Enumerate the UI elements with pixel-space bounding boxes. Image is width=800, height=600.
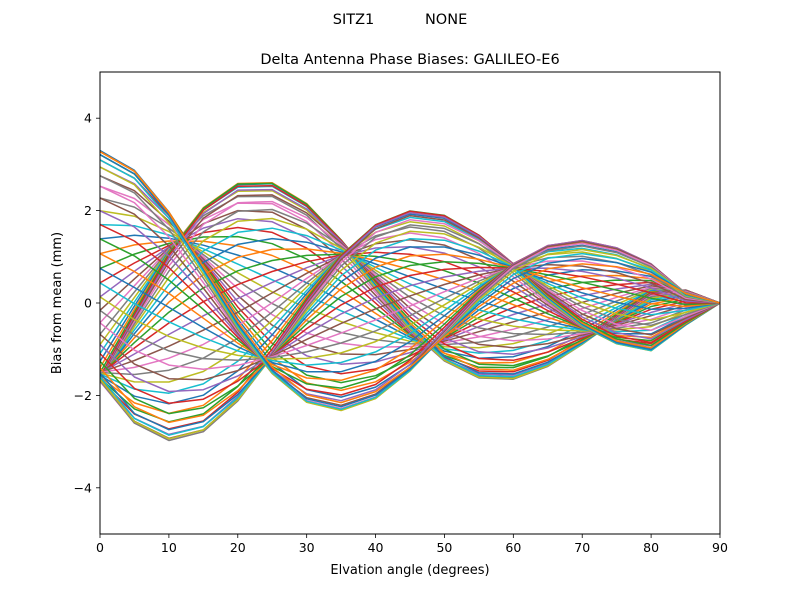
series-line <box>100 159 720 411</box>
series-line <box>100 267 720 393</box>
x-tick-label: 10 <box>161 540 177 555</box>
y-axis: −4 −2 0 2 4 <box>74 111 100 495</box>
x-tick-label: 70 <box>574 540 590 555</box>
series-line <box>100 217 720 382</box>
series-line <box>100 230 720 440</box>
x-tick-label: 50 <box>436 540 452 555</box>
series-line <box>100 185 720 348</box>
series-line <box>100 194 720 382</box>
series-line <box>100 253 720 424</box>
series-line <box>100 224 720 442</box>
x-tick-label: 30 <box>299 540 315 555</box>
series-line <box>100 260 720 415</box>
y-tick-label: −4 <box>74 480 92 495</box>
series-line <box>100 223 720 354</box>
series-line <box>100 237 720 379</box>
series-line <box>100 210 720 402</box>
series-line <box>100 246 720 431</box>
series-line <box>100 213 720 405</box>
x-tick-label: 20 <box>230 540 246 555</box>
series-line <box>100 150 720 404</box>
series-line <box>100 184 720 377</box>
series-lines <box>100 149 720 442</box>
series-line <box>100 216 720 394</box>
x-tick-label: 60 <box>505 540 521 555</box>
y-tick-label: 2 <box>84 203 92 218</box>
series-line <box>100 166 720 365</box>
y-axis-label: Bias from mean (mm) <box>50 232 65 374</box>
x-tick-label: 80 <box>643 540 659 555</box>
y-tick-label: 4 <box>84 111 92 126</box>
series-line <box>100 237 720 436</box>
y-tick-label: −2 <box>74 388 92 403</box>
x-tick-label: 0 <box>96 540 104 555</box>
x-tick-label: 90 <box>712 540 728 555</box>
y-tick-label: 0 <box>84 296 92 311</box>
x-tick-label: 40 <box>368 540 384 555</box>
figure-suptitle: SITZ1 NONE <box>333 12 467 28</box>
series-line <box>100 200 720 382</box>
series-line <box>100 266 720 404</box>
series-line <box>100 197 720 346</box>
x-axis: 0 10 20 30 40 50 60 70 80 90 <box>96 534 728 555</box>
series-line <box>100 234 720 359</box>
series-line <box>100 263 720 381</box>
series-line <box>100 154 720 408</box>
series-line <box>100 227 720 381</box>
x-axis-label: Elvation angle (degrees) <box>330 563 489 578</box>
chart-title: Delta Antenna Phase Biases: GALILEO-E6 <box>260 52 559 68</box>
